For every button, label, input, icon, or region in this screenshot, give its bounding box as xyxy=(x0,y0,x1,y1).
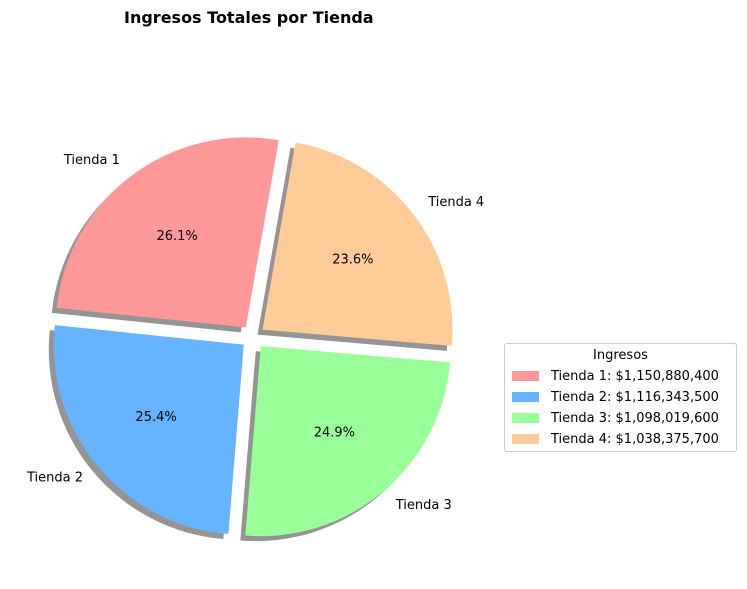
percent-label-tienda-1: 26.1% xyxy=(156,229,197,244)
category-label-tienda-2: Tienda 2 xyxy=(26,471,83,486)
legend-swatch-tienda-2 xyxy=(512,392,539,402)
percent-label-tienda-4: 23.6% xyxy=(332,253,373,268)
category-label-tienda-4: Tienda 4 xyxy=(427,195,484,210)
percent-label-tienda-2: 25.4% xyxy=(135,410,176,425)
category-label-tienda-1: Tienda 1 xyxy=(63,153,120,168)
percent-label-tienda-3: 24.9% xyxy=(314,426,355,441)
legend-entry-tienda-1: Tienda 1: $1,150,880,400 xyxy=(512,366,719,386)
legend-label-tienda-1: Tienda 1: $1,150,880,400 xyxy=(551,368,719,384)
legend-swatch-tienda-3 xyxy=(512,413,539,423)
chart-title: Ingresos Totales por Tienda xyxy=(124,8,374,27)
legend-label-tienda-3: Tienda 3: $1,098,019,600 xyxy=(551,410,719,426)
legend-title: Ingresos xyxy=(593,348,648,363)
legend-swatch-tienda-4 xyxy=(512,434,539,444)
legend-entry-tienda-4: Tienda 4: $1,038,375,700 xyxy=(512,429,719,449)
legend-entry-tienda-2: Tienda 2: $1,116,343,500 xyxy=(512,387,719,407)
category-label-tienda-3: Tienda 3 xyxy=(395,498,452,513)
legend-entry-tienda-3: Tienda 3: $1,098,019,600 xyxy=(512,408,719,428)
legend: Ingresos Tienda 1: $1,150,880,400 Tienda… xyxy=(504,343,737,452)
legend-label-tienda-4: Tienda 4: $1,038,375,700 xyxy=(551,431,719,447)
slice-tienda-3 xyxy=(245,346,451,537)
slice-tienda-2 xyxy=(53,325,244,535)
slice-tienda-4 xyxy=(262,142,453,346)
legend-swatch-tienda-1 xyxy=(512,371,539,381)
slice-tienda-1 xyxy=(56,137,279,328)
legend-label-tienda-2: Tienda 2: $1,116,343,500 xyxy=(551,389,719,405)
